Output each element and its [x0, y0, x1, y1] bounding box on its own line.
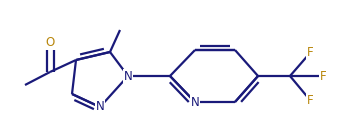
Text: N: N — [191, 95, 199, 109]
Text: F: F — [307, 94, 313, 106]
Text: O: O — [45, 37, 55, 49]
Text: F: F — [307, 47, 313, 59]
Text: N: N — [124, 70, 132, 83]
Text: N: N — [96, 100, 104, 114]
Text: F: F — [320, 70, 326, 83]
